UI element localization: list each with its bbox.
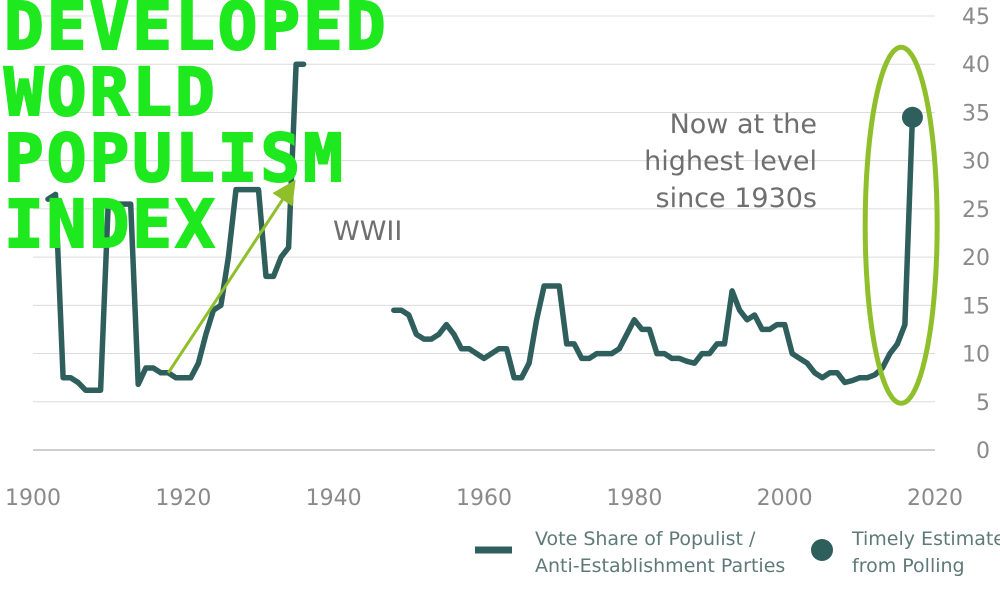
legend-label: Anti-Establishment Parties [535, 555, 785, 577]
legend-label: Vote Share of Populist / [535, 528, 756, 550]
x-tick-label: 1920 [155, 486, 211, 511]
legend: Vote Share of Populist / Anti-Establishme… [475, 528, 1000, 577]
grid-lines [33, 15, 935, 451]
y-tick-label: 45 [962, 5, 990, 30]
arrow-line [167, 179, 296, 374]
polling-estimate-point [901, 106, 923, 128]
title-line: POPULISM [3, 120, 346, 197]
y-tick-label: 0 [976, 439, 990, 464]
populism-series [45, 61, 916, 393]
series-line-segment [391, 114, 916, 386]
y-tick-label: 5 [976, 391, 990, 416]
highlight-ellipse [862, 44, 940, 406]
annotation-now-line: highest level [644, 146, 817, 177]
title-line: DEVELOPED [3, 0, 389, 65]
y-tick-label: 15 [962, 294, 990, 319]
wwii-arrow [167, 179, 296, 374]
title-line: WORLD [3, 54, 218, 131]
y-tick-label: 25 [962, 198, 990, 223]
x-tick-label: 2020 [907, 486, 963, 511]
legend-dot-marker [811, 539, 833, 561]
series-line-segment [45, 61, 307, 393]
y-tick-label: 10 [962, 343, 990, 368]
x-tick-label: 2000 [757, 486, 813, 511]
x-tick-label: 1900 [5, 486, 61, 511]
highlight-ellipse [862, 44, 940, 406]
annotations: WWII Now at the highest level since 1930s [333, 109, 817, 247]
y-tick-label: 35 [962, 101, 990, 126]
annotation-now-line: since 1930s [656, 183, 818, 214]
legend-label: Timely Estimate [851, 528, 1000, 550]
polling-estimate-points [901, 106, 923, 128]
y-tick-label: 40 [962, 53, 990, 78]
chart-title: DEVELOPED WORLD POPULISM INDEX [3, 0, 389, 263]
title-line: INDEX [3, 186, 218, 263]
x-tick-label: 1960 [456, 486, 512, 511]
legend-label: from Polling [852, 555, 965, 577]
x-tick-label: 1980 [606, 486, 662, 511]
y-tick-label: 20 [962, 246, 990, 271]
y-tick-label: 30 [962, 150, 990, 175]
annotation-now-line: Now at the [670, 109, 817, 140]
x-axis-ticks: 1900 1920 1940 1960 1980 2000 2020 [5, 486, 963, 511]
y-axis-ticks: 0 5 10 15 20 25 30 35 40 45 [962, 5, 990, 464]
annotation-wwii: WWII [333, 216, 402, 247]
x-tick-label: 1940 [306, 486, 362, 511]
